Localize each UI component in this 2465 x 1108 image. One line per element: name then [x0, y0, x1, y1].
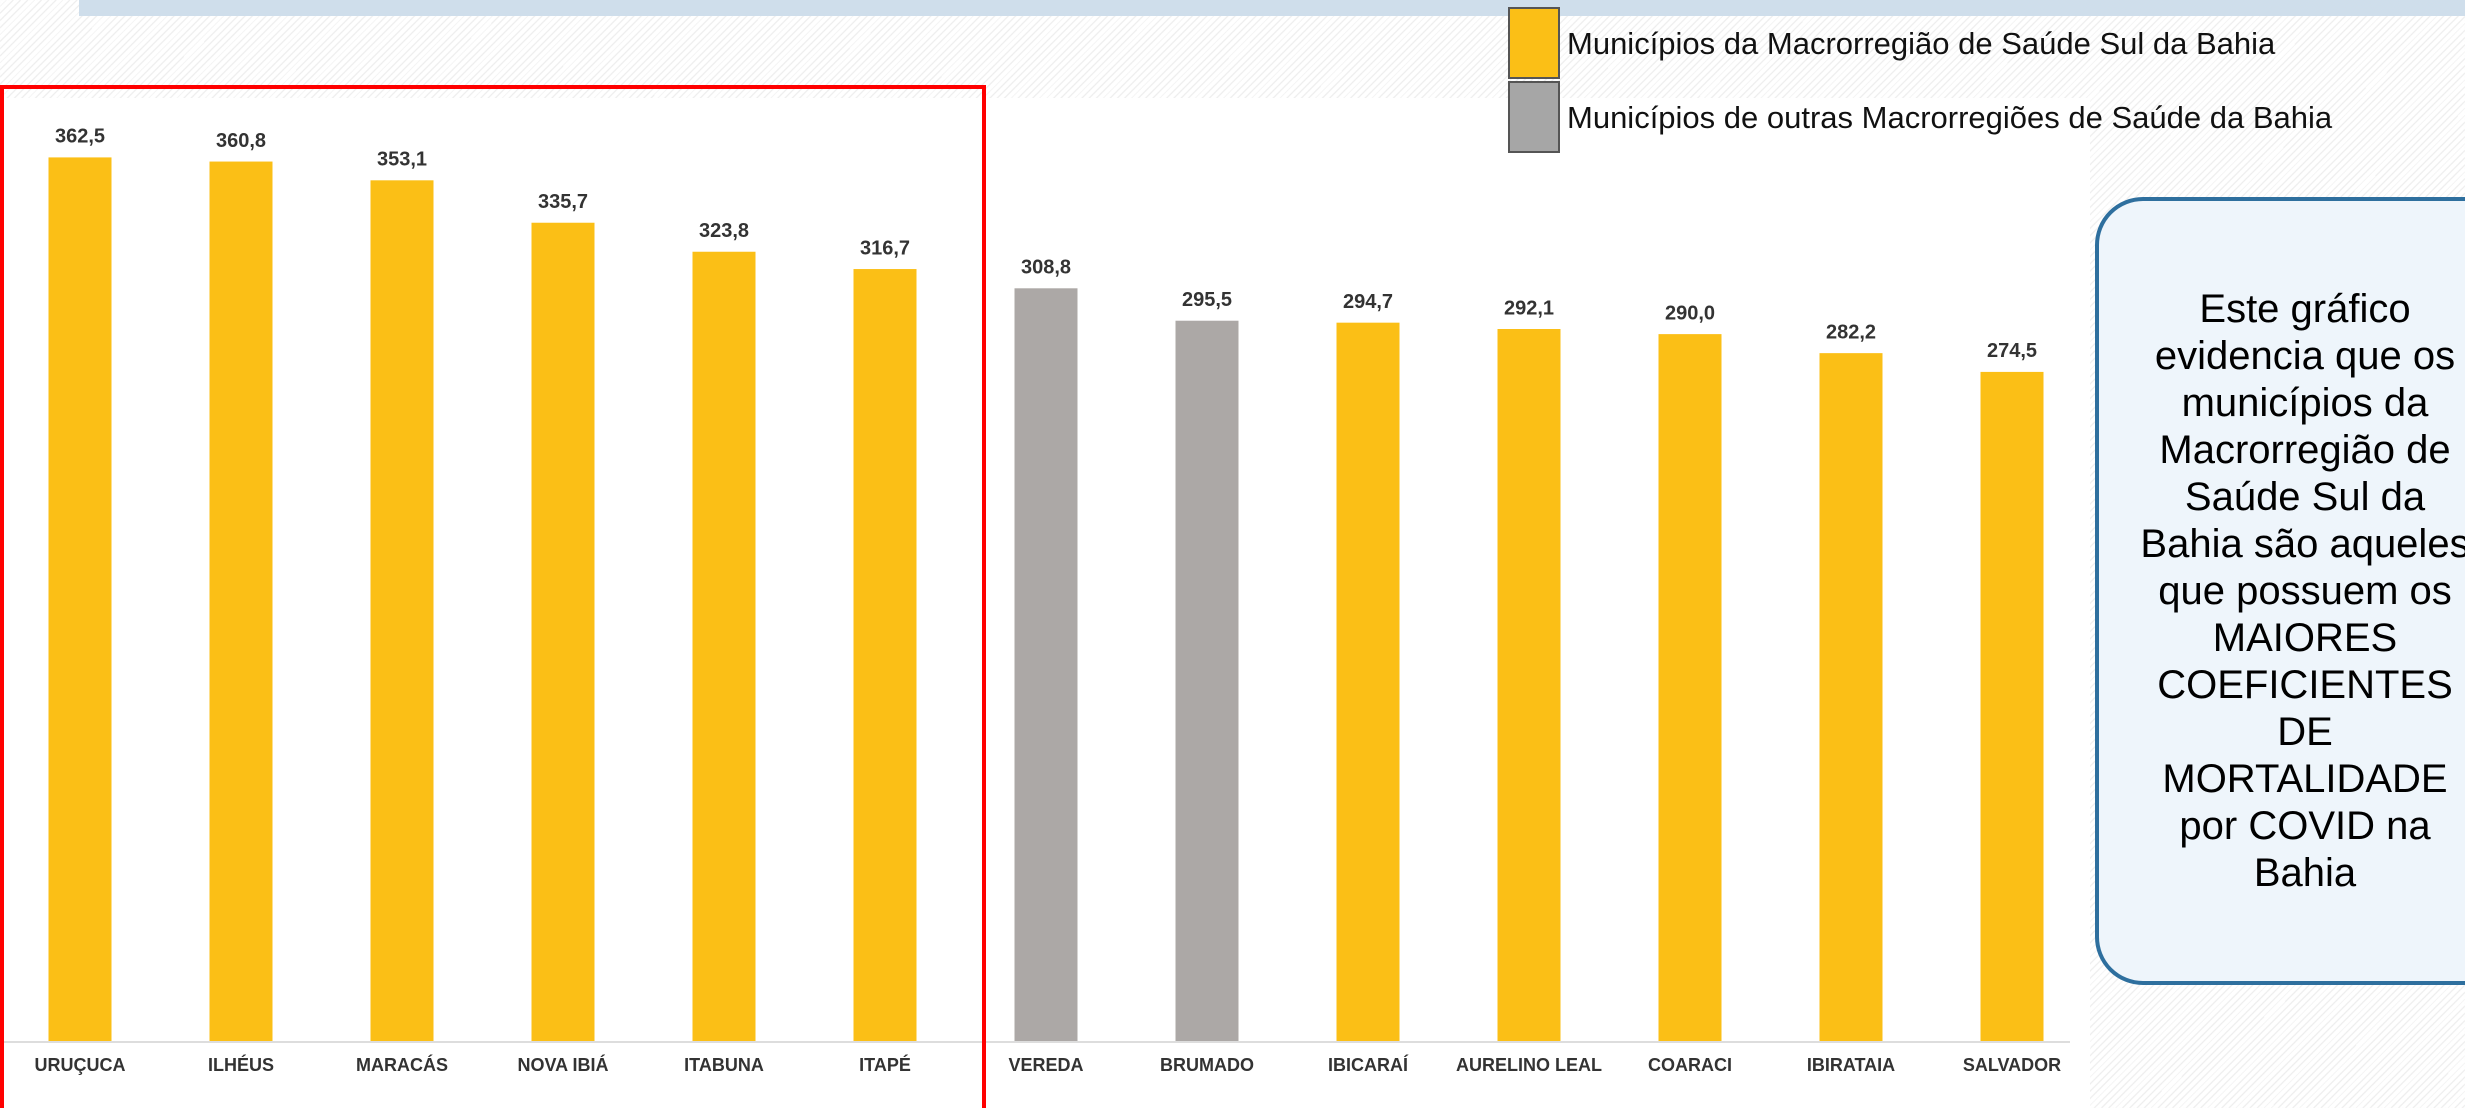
- legend-label: Municípios de outras Macrorregiões de Sa…: [1567, 100, 2333, 135]
- bar: [1336, 322, 1400, 1041]
- legend-label: Municípios da Macrorregião de Saúde Sul …: [1567, 26, 2276, 61]
- x-tick-label: COARACI: [1648, 1055, 1732, 1075]
- x-tick-label: BRUMADO: [1160, 1055, 1254, 1075]
- bar: [692, 251, 756, 1042]
- x-tick-label: SALVADOR: [1963, 1055, 2061, 1075]
- value-label: 316,7: [860, 237, 910, 259]
- x-tick-label: ITABUNA: [684, 1055, 764, 1075]
- bar: [853, 269, 917, 1041]
- bar: [1497, 329, 1561, 1042]
- bar: [1014, 288, 1078, 1041]
- x-tick-label: ITAPÉ: [859, 1054, 911, 1075]
- x-tick-label: AURELINO LEAL: [1456, 1055, 1602, 1075]
- value-label: 290,0: [1665, 302, 1715, 324]
- x-tick-label: ILHÉUS: [208, 1054, 274, 1075]
- x-tick-label: NOVA IBIÁ: [517, 1054, 608, 1075]
- bar: [48, 157, 112, 1041]
- value-label: 282,2: [1826, 321, 1876, 343]
- value-label: 362,5: [55, 126, 105, 148]
- top-band: [79, 0, 2465, 16]
- annotation-box: Este gráfico evidencia que os municípios…: [2095, 197, 2465, 985]
- bar: [209, 161, 273, 1042]
- value-label: 323,8: [699, 220, 749, 242]
- bar: [1819, 353, 1883, 1041]
- bar: [1175, 320, 1239, 1041]
- highlight-box: [0, 85, 986, 1108]
- x-tick-label: MARACÁS: [356, 1054, 448, 1075]
- value-label: 295,5: [1182, 289, 1232, 311]
- value-label: 294,7: [1343, 291, 1393, 313]
- value-label: 353,1: [377, 149, 427, 171]
- bar: [1980, 371, 2044, 1041]
- x-tick-label: IBIRATAIA: [1807, 1055, 1895, 1075]
- value-label: 360,8: [216, 130, 266, 152]
- value-label: 274,5: [1987, 340, 2037, 362]
- x-tick-label: VEREDA: [1008, 1055, 1083, 1075]
- x-tick-label: IBICARAÍ: [1328, 1054, 1409, 1075]
- value-label: 308,8: [1021, 257, 1071, 279]
- bar: [531, 222, 595, 1041]
- legend-swatch: [1508, 7, 1560, 79]
- bar: [370, 180, 434, 1042]
- legend-swatch: [1508, 81, 1560, 153]
- annotation: Este gráfico evidencia que os municípios…: [2140, 286, 2465, 895]
- bar: [1658, 334, 1722, 1041]
- value-label: 335,7: [538, 191, 588, 213]
- value-label: 292,1: [1504, 297, 1554, 319]
- x-tick-label: URUÇUCA: [35, 1055, 126, 1075]
